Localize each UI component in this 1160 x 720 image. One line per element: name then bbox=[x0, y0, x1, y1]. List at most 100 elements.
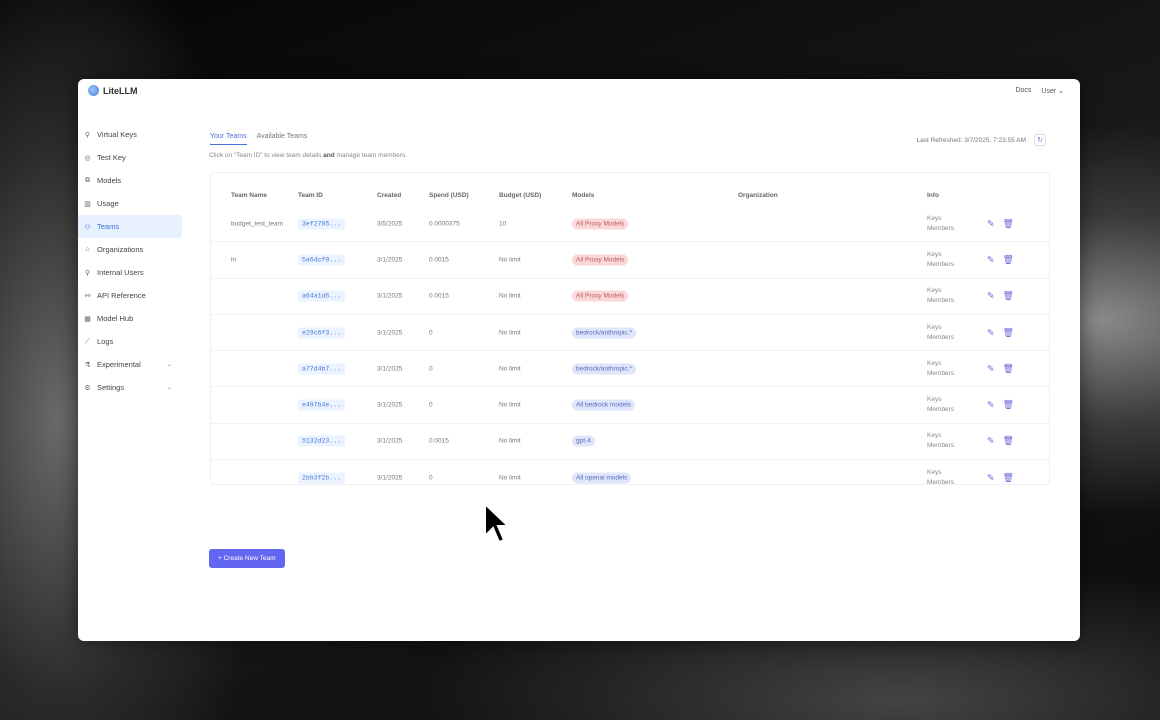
row-actions: ✎ 🗑︎ bbox=[987, 254, 1014, 265]
delete-icon[interactable]: 🗑︎ bbox=[1002, 399, 1014, 410]
user-menu[interactable]: User ⌄ bbox=[1041, 87, 1064, 95]
sidebar-item-label: Models bbox=[97, 176, 122, 185]
created-date: 3/1/2025 bbox=[377, 474, 403, 482]
logo[interactable]: LiteLLM bbox=[88, 85, 138, 96]
create-new-team-button[interactable]: + Create New Team bbox=[209, 549, 285, 568]
table-row: a77d4b7... 3/1/2025 0 No limit bedrock/a… bbox=[211, 351, 1049, 388]
column-header: Team ID bbox=[298, 192, 323, 199]
tab-your-teams[interactable]: Your Teams bbox=[210, 133, 247, 145]
line-chart-icon: ⟋ bbox=[85, 337, 90, 345]
keys-label: Keys bbox=[927, 250, 942, 258]
budget: No limit bbox=[499, 401, 521, 409]
delete-icon[interactable]: 🗑︎ bbox=[1002, 363, 1014, 374]
edit-icon[interactable]: ✎ bbox=[987, 363, 995, 374]
user-label: User bbox=[1041, 88, 1057, 95]
team-id-link[interactable]: e29c6f3... bbox=[298, 327, 346, 339]
model-badge: gpt-4 bbox=[572, 435, 595, 447]
spend: 0.0015 bbox=[429, 437, 449, 445]
edit-icon[interactable]: ✎ bbox=[987, 399, 995, 410]
chevron-down-icon: ⌄ bbox=[1058, 88, 1064, 95]
column-header: Created bbox=[377, 192, 402, 199]
tab-available-teams[interactable]: Available Teams bbox=[256, 133, 308, 140]
team-id-link[interactable]: a77d4b7... bbox=[298, 363, 346, 375]
sidebar-item-model-hub[interactable]: ▦ Model Hub bbox=[78, 307, 182, 330]
budget: No limit bbox=[499, 329, 521, 337]
delete-icon[interactable]: 🗑︎ bbox=[1002, 254, 1014, 265]
info: Keys Members bbox=[927, 250, 954, 270]
user-icon: ⚲ bbox=[84, 269, 91, 277]
keys-label: Keys bbox=[927, 396, 942, 404]
team-id-link[interactable]: 3ef2705... bbox=[298, 218, 346, 230]
edit-icon[interactable]: ✎ bbox=[987, 218, 995, 229]
edit-icon[interactable]: ✎ bbox=[987, 435, 995, 446]
team-id-link[interactable]: 2bb3f2b... bbox=[298, 472, 346, 484]
created-date: 3/1/2025 bbox=[377, 292, 403, 300]
sidebar-item-api-reference[interactable]: ⚯ API Reference bbox=[78, 284, 182, 307]
sidebar-item-label: Virtual Keys bbox=[97, 130, 137, 139]
sidebar-item-models[interactable]: ⧉ Models bbox=[78, 169, 182, 192]
members-label: Members bbox=[927, 260, 955, 268]
edit-icon[interactable]: ✎ bbox=[987, 327, 995, 338]
info: Keys Members bbox=[927, 214, 954, 234]
team-id-link[interactable]: a64a1d6... bbox=[298, 290, 346, 302]
delete-icon[interactable]: 🗑︎ bbox=[1002, 290, 1014, 301]
hint-post: manage team members. bbox=[334, 152, 407, 159]
delete-icon[interactable]: 🗑︎ bbox=[1002, 435, 1014, 446]
refresh-button[interactable]: ↻ bbox=[1034, 134, 1046, 146]
team-id-link[interactable]: e497b4e... bbox=[298, 399, 346, 411]
sidebar-item-settings[interactable]: ⚙ Settings ⌄ bbox=[78, 376, 182, 399]
created-date: 3/1/2025 bbox=[377, 365, 403, 373]
edit-icon[interactable]: ✎ bbox=[987, 254, 995, 265]
created-date: 3/1/2025 bbox=[377, 401, 403, 409]
team-id-link[interactable]: 5132d23... bbox=[298, 435, 346, 447]
hint-bold: and bbox=[323, 152, 335, 159]
spend: 0.0015 bbox=[429, 256, 449, 264]
chevron-down-icon: ⌄ bbox=[166, 385, 172, 391]
sidebar-item-label: Logs bbox=[97, 337, 114, 346]
model-badge: All openai models bbox=[572, 472, 632, 484]
edit-icon[interactable]: ✎ bbox=[987, 290, 995, 301]
edit-icon[interactable]: ✎ bbox=[987, 472, 995, 483]
model-badge: bedrock/anthropic.* bbox=[572, 363, 637, 375]
team-id-link[interactable]: 5a64cf0... bbox=[298, 254, 346, 266]
sidebar-item-label: Experimental bbox=[97, 360, 141, 369]
keys-label: Keys bbox=[927, 323, 942, 331]
row-actions: ✎ 🗑︎ bbox=[987, 218, 1014, 229]
delete-icon[interactable]: 🗑︎ bbox=[1002, 327, 1014, 338]
created-date: 3/1/2025 bbox=[377, 437, 403, 445]
sidebar-item-usage[interactable]: ▥ Usage bbox=[78, 192, 182, 215]
delete-icon[interactable]: 🗑︎ bbox=[1002, 472, 1014, 483]
key-icon: ⚲ bbox=[84, 131, 91, 139]
team-icon: ⚇ bbox=[84, 223, 91, 231]
sidebar-item-test-key[interactable]: ◎ Test Key bbox=[78, 146, 182, 169]
sidebar-item-label: Organizations bbox=[97, 245, 144, 254]
app-name: LiteLLM bbox=[103, 85, 138, 96]
sidebar-item-internal-users[interactable]: ⚲ Internal Users bbox=[78, 261, 182, 284]
budget: 10 bbox=[499, 220, 507, 228]
spend: 0.0015 bbox=[429, 292, 449, 300]
members-label: Members bbox=[927, 478, 955, 485]
column-header: Organization bbox=[738, 192, 778, 199]
hint-text: Click on “Team ID” to view team details … bbox=[209, 152, 407, 159]
keys-label: Keys bbox=[927, 468, 942, 476]
created-date: 3/1/2025 bbox=[377, 329, 403, 337]
sidebar-item-label: API Reference bbox=[97, 291, 146, 300]
row-actions: ✎ 🗑︎ bbox=[987, 291, 1014, 302]
sidebar-item-virtual-keys[interactable]: ⚲ Virtual Keys bbox=[78, 123, 182, 146]
last-refreshed: Last Refreshed: 3/7/2025, 7:23:55 AM ↻ bbox=[916, 134, 1046, 146]
bar-chart-icon: ▥ bbox=[84, 200, 91, 208]
table-row: 2bb3f2b... 3/1/2025 0 No limit All opena… bbox=[211, 460, 1049, 485]
sidebar-item-teams[interactable]: ⚇ Teams bbox=[78, 215, 182, 238]
sidebar-item-organizations[interactable]: ⌂ Organizations bbox=[78, 238, 182, 261]
row-actions: ✎ 🗑︎ bbox=[987, 327, 1014, 338]
row-actions: ✎ 🗑︎ bbox=[987, 436, 1014, 447]
team-name: budget_test_team bbox=[231, 220, 284, 228]
sidebar-item-label: Usage bbox=[97, 199, 119, 208]
delete-icon[interactable]: 🗑︎ bbox=[1002, 218, 1014, 229]
sidebar-item-experimental[interactable]: ⚗ Experimental ⌄ bbox=[78, 353, 182, 376]
row-actions: ✎ 🗑︎ bbox=[987, 363, 1014, 374]
budget: No limit bbox=[499, 437, 521, 445]
last-refreshed-label: Last Refreshed: 3/7/2025, 7:23:55 AM bbox=[916, 136, 1027, 144]
docs-link[interactable]: Docs bbox=[1015, 87, 1032, 94]
sidebar-item-logs[interactable]: ⟋ Logs bbox=[78, 330, 182, 353]
